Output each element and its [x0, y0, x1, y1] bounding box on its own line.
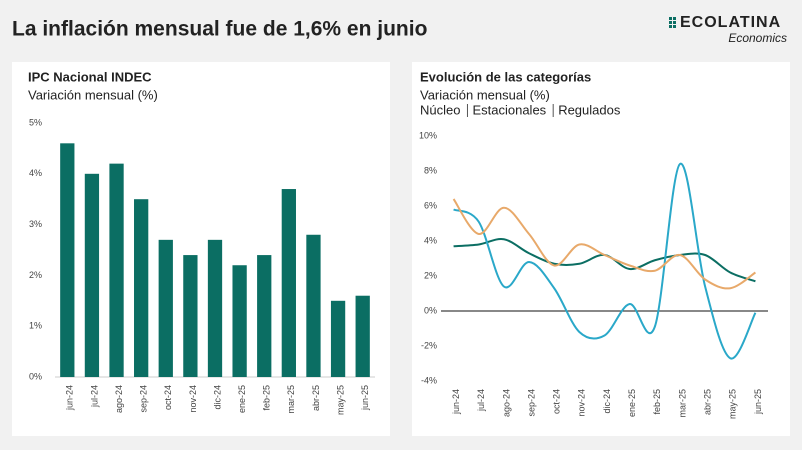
y-tick-label: 5%: [29, 117, 42, 127]
x-tick-label: may-25: [728, 389, 738, 419]
bar: [330, 300, 346, 377]
x-tick-label: jul-24: [89, 385, 99, 408]
y-tick-label: 0%: [424, 305, 437, 315]
bar: [207, 239, 223, 377]
x-tick-label: jun-25: [360, 385, 370, 411]
bar: [355, 295, 370, 377]
series-line: [453, 162, 757, 360]
panel: [12, 62, 390, 436]
x-tick-label: jun-24: [451, 389, 461, 415]
y-tick-label: 2%: [424, 270, 437, 280]
x-tick-label: abr-25: [702, 389, 712, 415]
x-tick-label: may-25: [335, 385, 345, 415]
x-tick-label: feb-25: [652, 389, 662, 415]
y-tick-label: -2%: [421, 340, 437, 350]
brand-sub: Economics: [728, 31, 787, 45]
x-tick-label: feb-25: [262, 385, 272, 411]
x-tick-label: abr-25: [311, 385, 321, 411]
y-tick-label: 6%: [424, 200, 437, 210]
x-tick-label: nov-24: [577, 389, 587, 417]
bar: [84, 173, 100, 377]
logo-icon: [669, 17, 676, 28]
y-tick-label: 10%: [419, 130, 437, 140]
chart-title: IPC Nacional INDEC: [28, 69, 152, 84]
x-tick-label: ene-25: [627, 389, 637, 417]
bar: [134, 199, 149, 377]
x-tick-label: dic-24: [602, 389, 612, 414]
series-line: [452, 198, 756, 290]
x-tick-label: oct-24: [163, 385, 173, 410]
x-tick-label: dic-24: [212, 385, 222, 410]
y-tick-label: 2%: [29, 270, 42, 280]
bar: [183, 255, 198, 377]
x-tick-label: sep-24: [139, 385, 149, 413]
x-tick-label: jul-24: [476, 389, 486, 412]
y-tick-label: 4%: [424, 235, 437, 245]
x-tick-label: nov-24: [188, 385, 198, 413]
x-tick-label: sep-24: [526, 389, 536, 417]
y-tick-label: 8%: [424, 165, 437, 175]
bar: [257, 255, 272, 377]
brand: ECOLATINA: [680, 14, 781, 31]
panel: [412, 62, 790, 436]
bar: [158, 239, 173, 377]
x-tick-label: mar-25: [286, 385, 296, 414]
x-tick-label: ago-24: [501, 389, 511, 417]
x-tick-label: mar-25: [677, 389, 687, 418]
bar: [281, 189, 296, 377]
x-tick-label: ene-25: [237, 385, 247, 413]
legend-entry: Regulados: [558, 102, 621, 117]
chart-subtitle: Variación mensual (%): [28, 87, 158, 102]
x-tick-label: oct-24: [552, 389, 562, 414]
chart-subtitle: Variación mensual (%): [420, 87, 550, 102]
chart-title: Evolución de las categorías: [420, 69, 591, 84]
y-tick-label: 3%: [29, 219, 42, 229]
legend-entry: Núcleo: [420, 102, 460, 117]
bar: [232, 265, 247, 377]
x-tick-label: jun-24: [65, 385, 75, 411]
page-title: La inflación mensual fue de 1,6% en juni…: [12, 18, 427, 41]
bar: [109, 163, 124, 377]
x-tick-label: ago-24: [114, 385, 124, 413]
bar: [60, 143, 75, 377]
y-tick-label: 0%: [29, 371, 42, 381]
legend-entry: Estacionales: [472, 102, 546, 117]
y-tick-label: -4%: [421, 375, 437, 385]
y-tick-label: 1%: [29, 321, 42, 331]
x-tick-label: jun-25: [753, 389, 763, 415]
y-tick-label: 4%: [29, 168, 42, 178]
bar: [306, 234, 321, 377]
